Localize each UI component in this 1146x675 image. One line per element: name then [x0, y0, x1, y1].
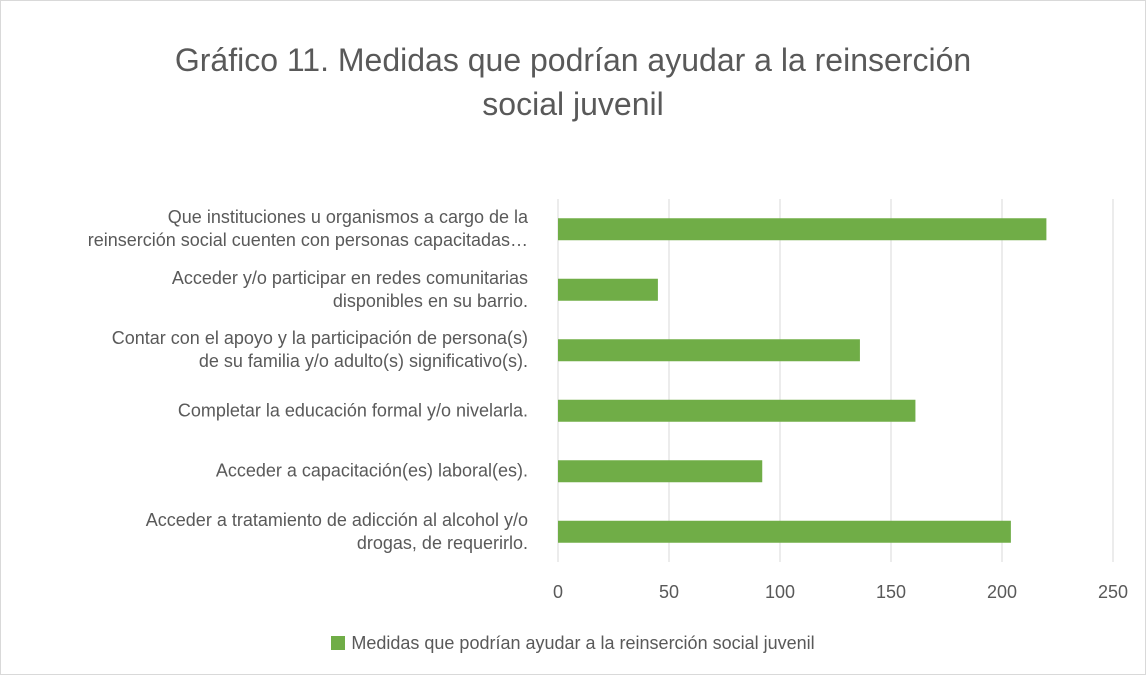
y-tick-label: Contar con el apoyo y la participación d…: [111, 328, 528, 372]
y-tick-label: Que instituciones u organismos a cargo d…: [87, 207, 528, 251]
legend-label: Medidas que podrían ayudar a la reinserc…: [351, 633, 815, 653]
bar: [558, 218, 1047, 241]
y-tick-label: Completar la educación formal y/o nivela…: [177, 400, 528, 421]
bar: [558, 399, 916, 422]
legend: Medidas que podrían ayudar a la reinserc…: [0, 633, 1146, 654]
chart-title: Gráfico 11. Medidas que podrían ayudar a…: [174, 42, 972, 122]
x-tick-label: 150: [876, 582, 906, 602]
x-tick-label: 200: [987, 582, 1017, 602]
y-tick-label: Acceder a tratamiento de adicción al alc…: [145, 509, 528, 553]
x-tick-label: 0: [553, 582, 563, 602]
bar: [558, 520, 1011, 543]
y-tick-label: Acceder y/o participar en redes comunita…: [171, 267, 528, 311]
legend-swatch: [331, 636, 346, 650]
bar: [558, 278, 658, 301]
bar: [558, 460, 763, 483]
bar: [558, 339, 860, 362]
x-tick-label: 100: [765, 582, 795, 602]
x-tick-label: 250: [1098, 582, 1128, 602]
y-tick-label: Acceder a capacitación(es) laboral(es).: [215, 460, 528, 481]
x-tick-label: 50: [659, 582, 679, 602]
